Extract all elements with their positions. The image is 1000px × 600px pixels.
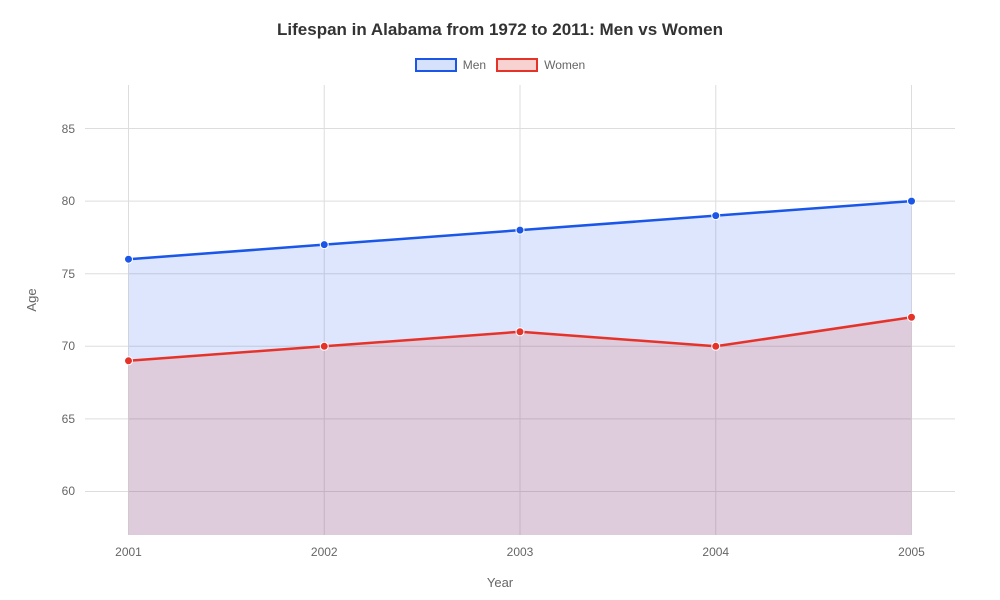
- legend-label-men: Men: [463, 58, 486, 72]
- ytick-label: 70: [62, 339, 75, 353]
- legend: Men Women: [0, 58, 1000, 72]
- ytick-label: 80: [62, 194, 75, 208]
- ytick-label: 65: [62, 412, 75, 426]
- x-axis-label: Year: [0, 575, 1000, 590]
- plot-svg: [85, 85, 955, 535]
- xtick-label: 2003: [507, 545, 534, 559]
- xtick-label: 2005: [898, 545, 925, 559]
- legend-label-women: Women: [544, 58, 585, 72]
- legend-item-women: Women: [496, 58, 585, 72]
- chart-title: Lifespan in Alabama from 1972 to 2011: M…: [0, 20, 1000, 40]
- legend-item-men: Men: [415, 58, 486, 72]
- y-axis-label: Age: [24, 288, 39, 311]
- legend-swatch-women: [496, 58, 538, 72]
- chart-container: Lifespan in Alabama from 1972 to 2011: M…: [0, 0, 1000, 600]
- xtick-label: 2001: [115, 545, 142, 559]
- legend-swatch-men: [415, 58, 457, 72]
- xtick-label: 2004: [702, 545, 729, 559]
- ytick-label: 75: [62, 267, 75, 281]
- ytick-label: 85: [62, 122, 75, 136]
- ytick-label: 60: [62, 484, 75, 498]
- plot-area: 60657075808520012002200320042005: [85, 85, 955, 535]
- xtick-label: 2002: [311, 545, 338, 559]
